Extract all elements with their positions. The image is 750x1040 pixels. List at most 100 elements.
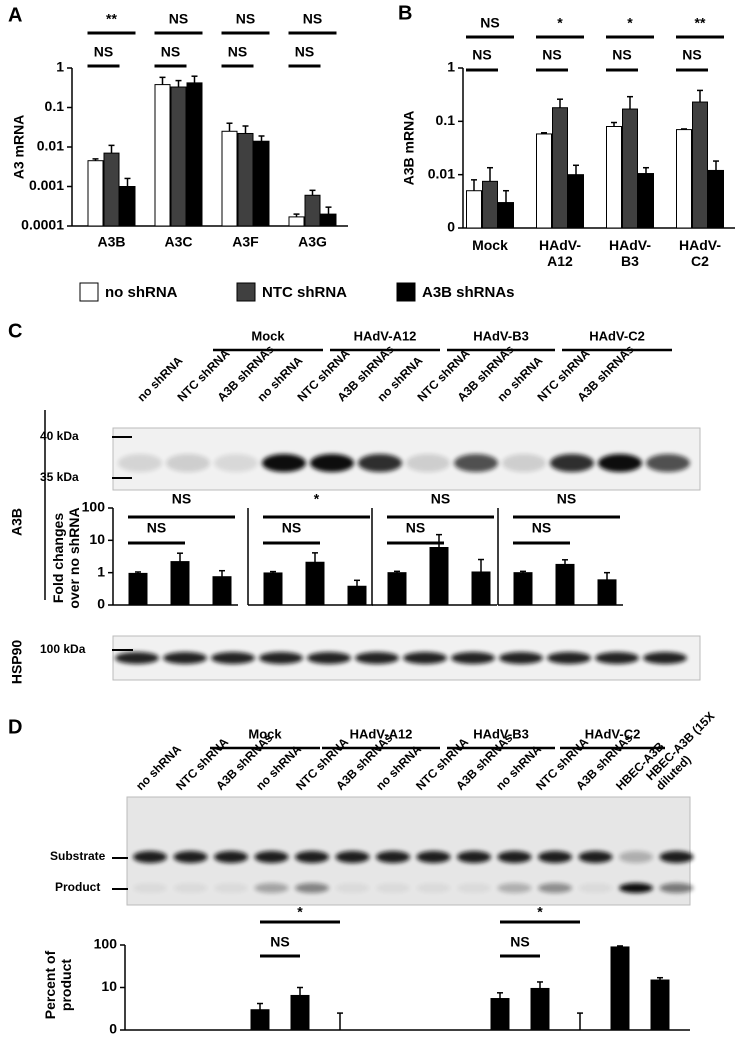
blot-band	[547, 652, 591, 664]
bar	[304, 194, 321, 227]
bar	[568, 174, 584, 229]
significance-label: NS	[406, 520, 425, 536]
bar	[154, 84, 171, 227]
bar	[606, 126, 622, 229]
blot-band	[406, 454, 450, 472]
blot-band	[262, 454, 306, 472]
gel-band	[416, 883, 451, 893]
significance-label: NS	[612, 47, 631, 63]
y-tick-label: 100	[94, 936, 118, 952]
y-tick-label: 0.1	[436, 112, 456, 128]
bar	[555, 563, 575, 606]
gel-band	[295, 851, 329, 863]
gel-band	[538, 851, 572, 863]
bar	[622, 108, 638, 229]
gel-band	[578, 851, 613, 863]
significance-label: NS	[472, 47, 491, 63]
bar	[237, 132, 254, 227]
blot-band	[550, 454, 594, 472]
blot-band	[355, 652, 399, 664]
blot-band	[646, 454, 690, 472]
gel-label: Product	[55, 880, 100, 894]
bar	[498, 202, 514, 229]
gel-band	[376, 883, 410, 893]
legend-label: no shRNA	[105, 284, 178, 301]
bar	[250, 1009, 270, 1031]
gel-band	[497, 851, 532, 863]
gel-band	[619, 883, 653, 893]
bar	[87, 160, 104, 227]
gel-band	[214, 851, 248, 863]
gel-band	[578, 883, 613, 893]
axis-title: Fold changes over no shRNA	[50, 507, 82, 609]
x-tick-label: A3G	[298, 234, 327, 250]
bar	[638, 173, 654, 229]
blot-band	[454, 454, 498, 472]
blot-band	[214, 454, 258, 472]
blot-band	[166, 454, 210, 472]
axis-title: Percent of product	[42, 950, 74, 1020]
bar	[597, 579, 617, 606]
blot-band	[115, 652, 159, 664]
significance-label: NS	[169, 11, 188, 27]
blot-band	[310, 454, 354, 472]
y-tick-label: 1	[56, 59, 64, 75]
gel-band	[457, 851, 491, 863]
blot-band	[358, 454, 402, 472]
significance-label: NS	[295, 44, 314, 60]
significance-label: *	[314, 491, 320, 507]
blot-band	[643, 652, 687, 664]
blot-band	[499, 652, 543, 664]
group-label: HAdV-C2	[589, 328, 645, 343]
panel-label: A	[8, 4, 22, 26]
group-label: HAdV-A12	[350, 726, 413, 741]
group-label: Mock	[248, 726, 282, 741]
bar	[650, 979, 670, 1031]
legend-swatch	[396, 282, 416, 302]
legend-label: NTC shRNA	[262, 284, 347, 301]
x-tick-label: HAdV-A12	[539, 237, 581, 269]
bar	[610, 946, 630, 1031]
bar	[536, 133, 552, 229]
gel-band	[214, 883, 248, 893]
x-tick-label: Mock	[472, 237, 508, 253]
significance-label: NS	[532, 520, 551, 536]
protein-label: HSP90	[9, 640, 25, 685]
blot-band	[211, 652, 255, 664]
bar	[676, 129, 692, 229]
significance-label: NS	[172, 491, 191, 507]
y-tick-label: 0	[447, 219, 455, 235]
gel-band	[173, 883, 208, 893]
significance-label: NS	[480, 15, 499, 31]
significance-label: NS	[236, 11, 255, 27]
significance-label: *	[627, 15, 633, 31]
significance-label: NS	[542, 47, 561, 63]
gel-band	[376, 851, 410, 863]
gel-band	[497, 883, 532, 893]
y-tick-label: 0.01	[37, 138, 64, 154]
y-tick-label: 1	[447, 59, 455, 75]
significance-label: NS	[147, 520, 166, 536]
bar	[429, 547, 449, 606]
blot-band	[598, 454, 642, 472]
x-tick-label: A3B	[97, 234, 125, 250]
group-label: HAdV-C2	[585, 726, 641, 741]
y-tick-label: 0.0001	[21, 217, 64, 233]
significance-label: **	[106, 11, 117, 27]
x-tick-label: A3F	[232, 234, 259, 250]
bar	[170, 86, 187, 227]
gel-band	[295, 883, 329, 893]
bar	[212, 576, 232, 606]
protein-label: A3B	[9, 508, 25, 536]
bar	[482, 180, 498, 229]
y-tick-label: 0	[97, 596, 105, 612]
significance-label: NS	[228, 44, 247, 60]
blot-band	[118, 454, 162, 472]
bar	[221, 130, 238, 227]
gel-band	[335, 883, 370, 893]
panel-label: C	[8, 320, 22, 342]
y-tick-label: 100	[82, 499, 106, 515]
blot-band	[403, 652, 447, 664]
bar	[530, 987, 550, 1031]
